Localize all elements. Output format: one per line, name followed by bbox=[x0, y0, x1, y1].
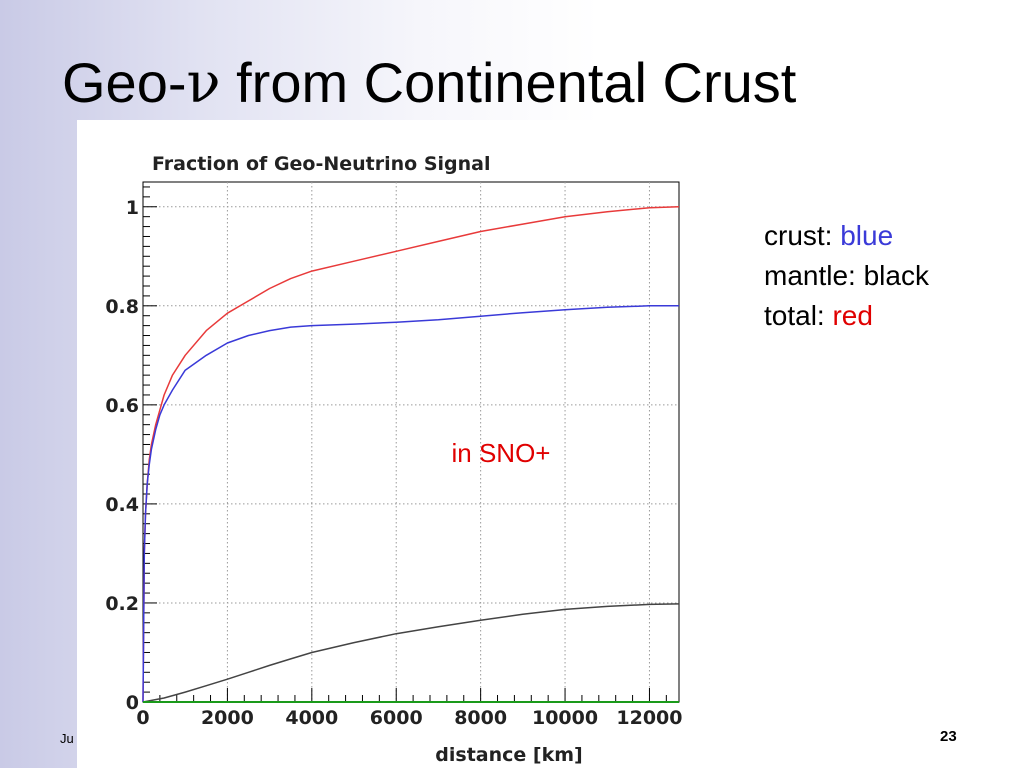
x-tick-label: 10000 bbox=[532, 707, 598, 729]
geo-neutrino-chart: Fraction of Geo-Neutrino Signal 0 2000 400… bbox=[105, 153, 682, 766]
plot-frame bbox=[142, 181, 680, 703]
page-number: 23 bbox=[940, 728, 957, 745]
x-tick-label: 8000 bbox=[454, 707, 507, 729]
legend-crust-line: crust: blue bbox=[764, 216, 929, 256]
chart-title: Fraction of Geo-Neutrino Signal bbox=[152, 153, 491, 175]
x-axis-label: distance [km] bbox=[435, 744, 582, 766]
legend-total-line: total: red bbox=[764, 296, 929, 336]
y-tick-label: 0.6 bbox=[105, 395, 139, 417]
footer-text: Ju bbox=[60, 731, 74, 746]
series-mantle-line bbox=[142, 603, 680, 703]
y-tick-label: 0.2 bbox=[105, 593, 139, 615]
y-tick-label: 1 bbox=[126, 197, 139, 219]
x-tick-label: 12000 bbox=[616, 707, 682, 729]
color-legend-note: crust: blue mantle: black total: red bbox=[764, 216, 929, 336]
x-tick-label: 6000 bbox=[370, 707, 423, 729]
legend-crust-label: crust: bbox=[764, 220, 841, 251]
series-crust-line bbox=[142, 305, 679, 703]
legend-crust-color-word: blue bbox=[840, 220, 894, 251]
x-tick-label: 4000 bbox=[285, 707, 338, 729]
slide-title: Geo-ν from Continental Crust bbox=[62, 50, 796, 116]
series-lines bbox=[142, 206, 680, 703]
title-suffix: from Continental Crust bbox=[220, 51, 797, 114]
grid-lines bbox=[143, 182, 679, 702]
y-tick-label: 0.4 bbox=[105, 494, 139, 516]
y-tick-label: 0 bbox=[126, 692, 139, 714]
x-tick-label: 2000 bbox=[201, 707, 254, 729]
title-prefix: Geo- bbox=[62, 51, 187, 114]
legend-mantle-line: mantle: black bbox=[764, 260, 929, 291]
legend-total-color-word: red bbox=[832, 300, 873, 331]
y-tick-label: 0.8 bbox=[105, 296, 139, 318]
tick-labels: 0 2000 4000 6000 8000 10000 12000 0 0.2 0.4 0.6 0.8… bbox=[105, 197, 682, 729]
x-tick-label: 0 bbox=[136, 707, 149, 729]
nu-symbol: ν bbox=[186, 51, 221, 116]
chart-panel: Fraction of Geo-Neutrino Signal 0 2000 400… bbox=[77, 120, 698, 768]
in-sno-annotation: in SNO+ bbox=[452, 438, 551, 468]
legend-total-label: total: bbox=[764, 300, 833, 331]
